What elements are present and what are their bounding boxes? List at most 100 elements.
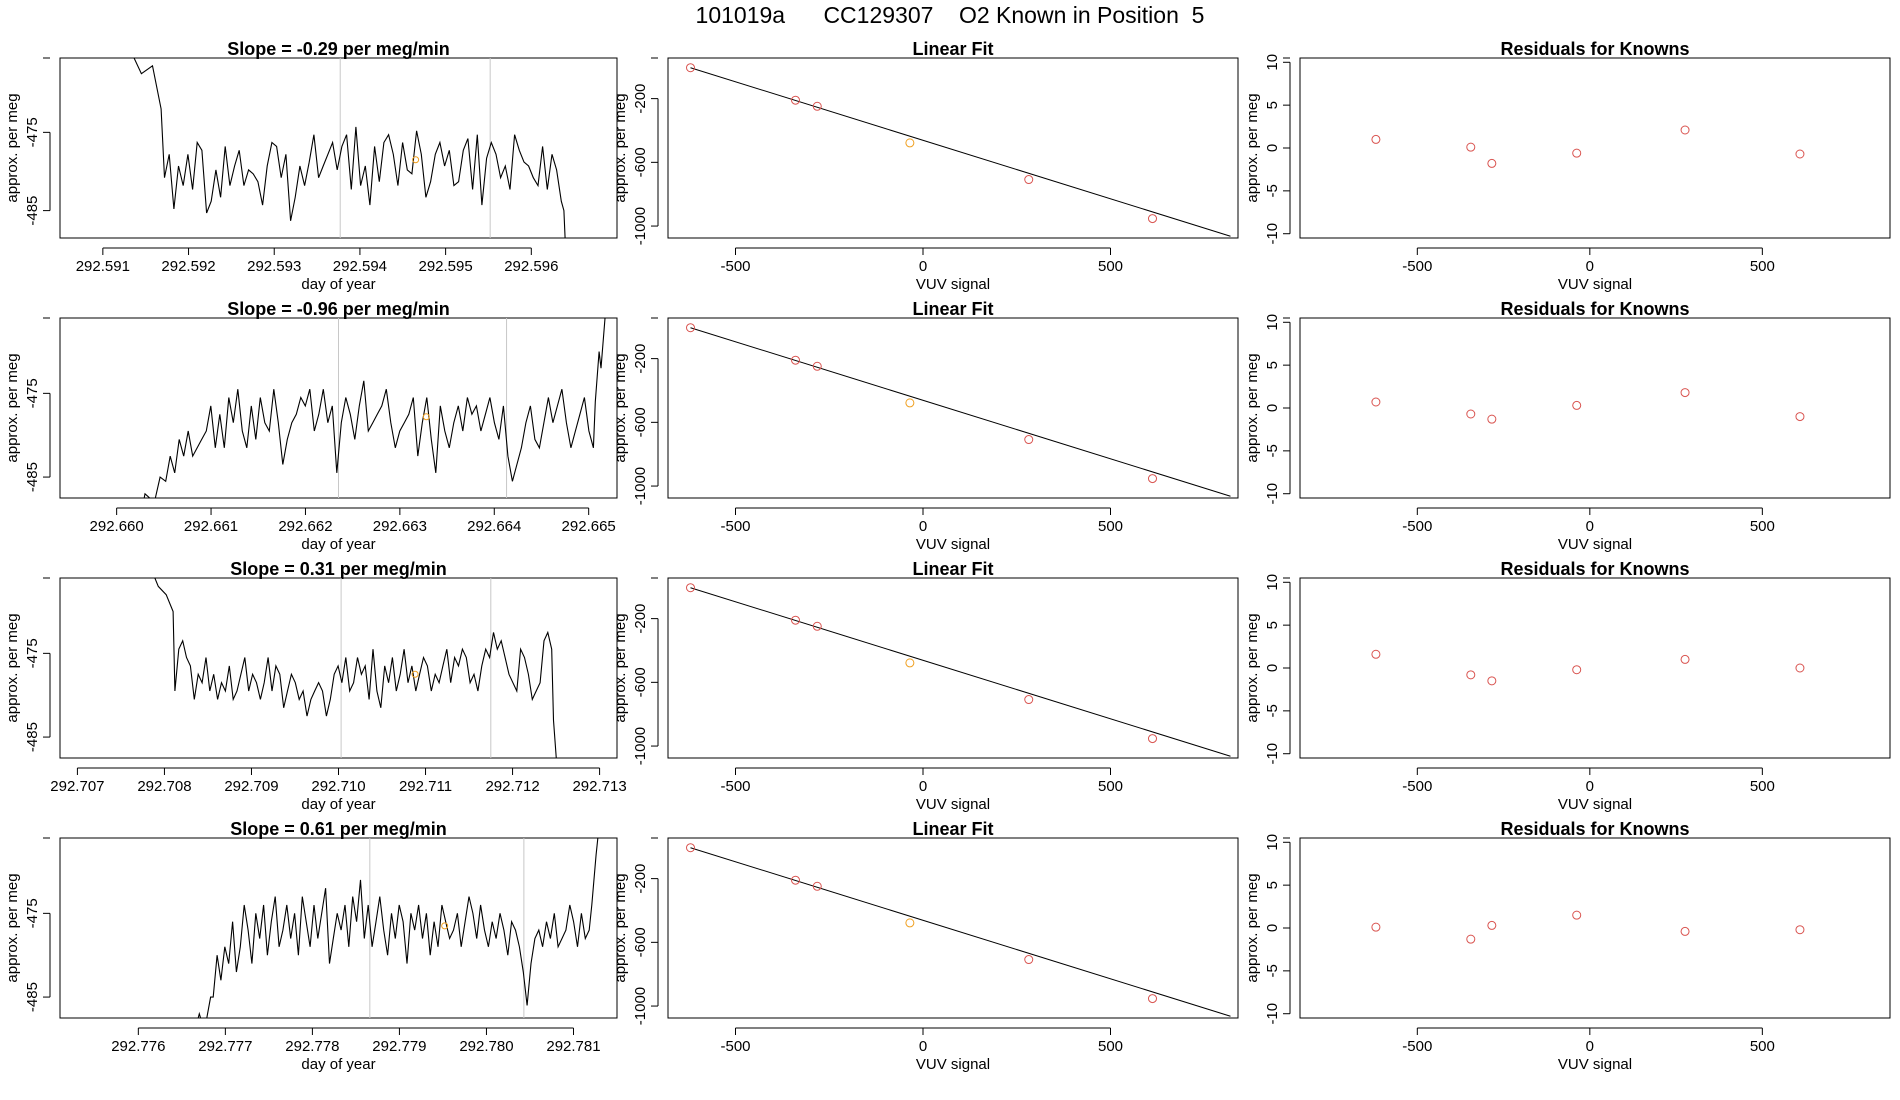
plot-title: Slope = -0.96 per meg/min <box>227 299 450 319</box>
plot-title: Residuals for Knowns <box>1500 819 1689 839</box>
x-tick-label: -500 <box>1402 1038 1432 1055</box>
x-tick-label: 0 <box>919 518 927 535</box>
y-tick-label: 5 <box>1264 361 1281 369</box>
known-point <box>686 323 695 333</box>
y-tick-label: -5 <box>1264 964 1281 977</box>
y-tick-label: -5 <box>1264 704 1281 717</box>
chart-residuals-row-1: Residuals for Knowns -500 0 500 VUV signal 10… <box>1244 39 1891 293</box>
fit-line <box>690 67 1231 237</box>
known-point <box>1371 134 1381 144</box>
y-axis-label: approx. per meg <box>612 873 629 982</box>
y-tick-label: -10 <box>1264 223 1281 245</box>
x-tick-label: -500 <box>720 1038 750 1055</box>
x-tick-label: 292.594 <box>333 258 387 275</box>
signal-line <box>133 58 566 238</box>
plot-title: Linear Fit <box>912 559 993 579</box>
chart-linear_fit-row-4: Linear Fit -500 0 500 VUV signal -200 -600 -100… <box>612 819 1239 1073</box>
unknown-point <box>905 138 915 148</box>
known-point <box>1371 922 1381 932</box>
x-axis-label: VUV signal <box>916 796 990 813</box>
unknown-point <box>422 413 430 421</box>
x-tick-label: 292.665 <box>562 518 616 535</box>
y-axis-label: approx. per meg <box>4 613 21 722</box>
x-tick-label: 292.660 <box>90 518 144 535</box>
x-axis-label: day of year <box>301 1056 375 1073</box>
known-point <box>812 621 822 631</box>
y-tick-label: -200 <box>632 344 649 374</box>
y-tick-label: -200 <box>632 84 649 114</box>
plot-frame <box>59 57 618 239</box>
x-tick-label: 292.663 <box>373 518 427 535</box>
x-tick-label: -500 <box>720 258 750 275</box>
known-point <box>1680 926 1690 936</box>
chart-linear_fit-row-2: Linear Fit -500 0 500 VUV signal -200 -600 -100… <box>612 299 1239 553</box>
x-tick-label: 500 <box>1098 778 1123 795</box>
plot-title: Linear Fit <box>912 819 993 839</box>
known-point <box>1795 663 1805 673</box>
known-point <box>1466 934 1476 944</box>
chart-residuals-row-3: Residuals for Knowns -500 0 500 VUV signal 10… <box>1244 559 1891 813</box>
x-tick-label: 500 <box>1098 258 1123 275</box>
x-tick-label: 292.711 <box>399 778 452 795</box>
x-tick-label: -500 <box>720 518 750 535</box>
known-point <box>1466 142 1476 152</box>
y-tick-label: -475 <box>24 117 41 147</box>
x-tick-label: 292.591 <box>76 258 130 275</box>
fit-line <box>690 587 1231 757</box>
unknown-point <box>1572 910 1582 920</box>
y-tick-label: -485 <box>24 982 41 1012</box>
known-point <box>791 875 800 885</box>
x-tick-label: 500 <box>1098 518 1123 535</box>
chart-residuals-row-2: Residuals for Knowns -500 0 500 VUV signal 10… <box>1244 299 1891 553</box>
plot-title: Slope = -0.29 per meg/min <box>227 39 450 59</box>
y-tick-label: -10 <box>1264 483 1281 505</box>
chart-timeseries-row-4: Slope = 0.61 per meg/min 292.776 292.777 29… <box>4 819 618 1073</box>
y-tick-label: 0 <box>1264 664 1281 672</box>
x-tick-label: 500 <box>1098 1038 1123 1055</box>
x-tick-label: 500 <box>1750 518 1775 535</box>
known-point <box>1148 994 1157 1004</box>
known-point <box>791 615 800 625</box>
signal-line <box>154 578 557 758</box>
x-tick-label: 292.595 <box>418 258 472 275</box>
known-point <box>1487 676 1497 686</box>
plot-frame <box>59 837 618 1019</box>
chart-timeseries-row-3: Slope = 0.31 per meg/min 292.707 292.708 29… <box>4 559 627 813</box>
chart-timeseries-row-2: Slope = -0.96 per meg/min 292.660 292.661 2… <box>4 299 618 553</box>
x-axis-label: day of year <box>301 796 375 813</box>
x-tick-label: 0 <box>919 778 927 795</box>
y-tick-label: 5 <box>1264 101 1281 109</box>
plot-frame <box>667 837 1239 1019</box>
x-tick-label: 500 <box>1750 258 1775 275</box>
x-axis-label: VUV signal <box>916 276 990 293</box>
y-tick-label: -200 <box>632 604 649 634</box>
y-axis-label: approx. per meg <box>4 873 21 982</box>
y-tick-label: -10 <box>1264 743 1281 765</box>
plot-data <box>1371 910 1805 944</box>
plot-title: Linear Fit <box>912 299 993 319</box>
known-point <box>1148 734 1157 744</box>
known-label: O2 Known in Position 5 <box>958 2 1205 28</box>
y-axis-label: approx. per meg <box>612 613 629 722</box>
x-axis-label: VUV signal <box>916 1056 990 1073</box>
x-tick-label: 500 <box>1750 1038 1775 1055</box>
unknown-point <box>441 922 449 930</box>
plot-title: Slope = 0.31 per meg/min <box>230 559 447 579</box>
y-tick-label: -600 <box>632 147 649 177</box>
plot-frame <box>1299 837 1891 1019</box>
y-tick-label: -600 <box>632 667 649 697</box>
unknown-point <box>412 156 420 164</box>
plot-data <box>1371 388 1805 424</box>
known-point <box>1487 920 1497 930</box>
known-point <box>1466 670 1476 680</box>
y-tick-label: 10 <box>1264 54 1281 71</box>
known-point <box>686 583 695 593</box>
y-tick-label: 0 <box>1264 924 1281 932</box>
known-point <box>1795 925 1805 935</box>
y-tick-label: -475 <box>24 898 41 928</box>
x-tick-label: 0 <box>1586 258 1594 275</box>
x-tick-label: 292.709 <box>224 778 278 795</box>
known-point <box>1795 149 1805 159</box>
chart-linear_fit-row-3: Linear Fit -500 0 500 VUV signal -200 -600 -100… <box>612 559 1239 813</box>
known-point <box>1680 388 1690 398</box>
